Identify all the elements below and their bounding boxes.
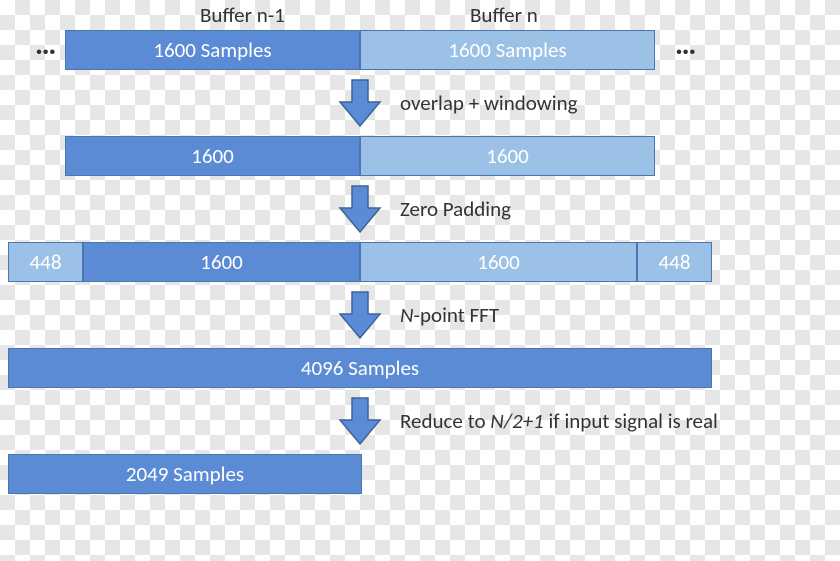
header-buffer-n: Buffer n — [470, 2, 538, 28]
row2-box-right: 1600 — [360, 136, 655, 176]
label-reduce: Reduce to N/2+1 if input signal is real — [400, 408, 718, 434]
row4-box: 4096 Samples — [8, 348, 712, 388]
arrow-zeropad — [335, 184, 385, 239]
arrow-down-icon — [335, 78, 385, 128]
label-npoint-fft: N-point FFT — [400, 302, 499, 328]
fft-suffix: -point FFT — [414, 302, 500, 328]
row5-box: 2049 Samples — [8, 454, 362, 494]
reduce-suffix: if input signal is real — [544, 408, 718, 434]
row1-box-right: 1600 Samples — [360, 30, 655, 70]
label-overlap-windowing: overlap + windowing — [400, 90, 578, 116]
header-buffer-n-1: Buffer n-1 — [200, 2, 285, 28]
arrow-down-icon — [335, 290, 385, 340]
arrow-down-icon — [335, 396, 385, 446]
n-italic: N — [400, 302, 414, 328]
arrow-overlap — [335, 78, 385, 133]
row3-pad-right: 448 — [637, 242, 712, 282]
row2-box-left: 1600 — [65, 136, 360, 176]
arrow-down-icon — [335, 184, 385, 234]
row3-box-right: 1600 — [360, 242, 637, 282]
reduce-prefix: Reduce to — [400, 408, 490, 434]
reduce-mid: N/2+1 — [490, 408, 543, 434]
ellipsis-right: … — [675, 26, 696, 63]
arrow-fft — [335, 290, 385, 345]
row3-box-left: 1600 — [83, 242, 360, 282]
label-zero-padding: Zero Padding — [400, 196, 511, 222]
arrow-reduce — [335, 396, 385, 451]
ellipsis-left: … — [35, 26, 56, 63]
row1-box-left: 1600 Samples — [65, 30, 360, 70]
row3-pad-left: 448 — [8, 242, 83, 282]
